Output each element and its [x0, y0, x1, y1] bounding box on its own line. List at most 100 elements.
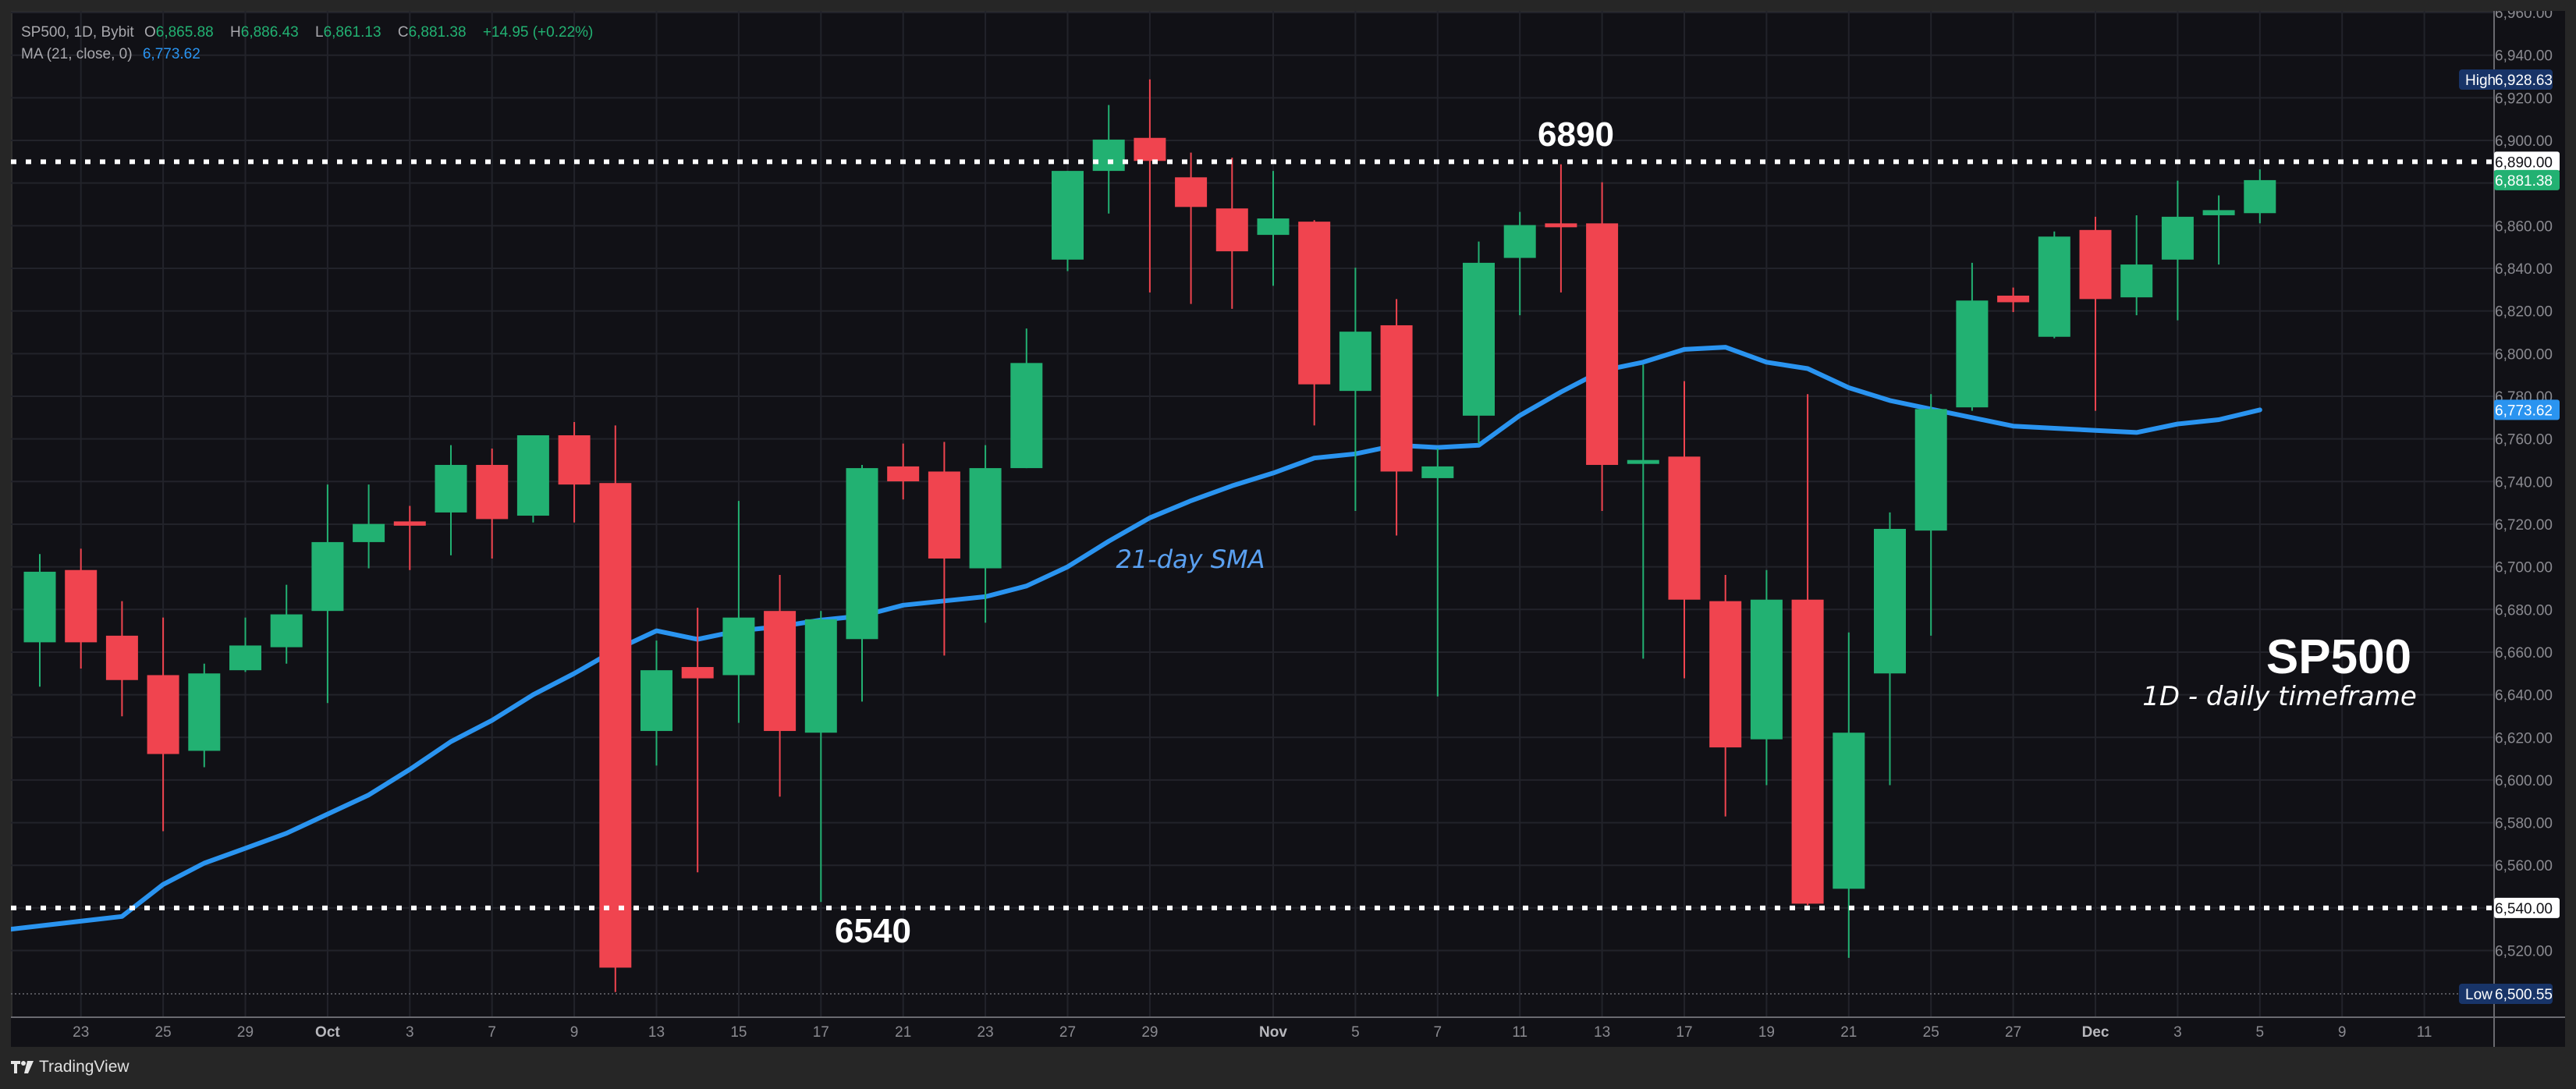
candle-up[interactable]	[1914, 394, 1947, 636]
time-axis[interactable]	[11, 1017, 2494, 1047]
candle-up[interactable]	[1092, 105, 1125, 214]
tradingview-brand[interactable]: TradingView	[11, 1058, 130, 1077]
candle-body	[188, 673, 221, 751]
candle-up[interactable]	[1503, 211, 1536, 316]
price-tick-label: 6,640.00	[2495, 688, 2553, 704]
last-price-badge[interactable]: 6,881.38	[2494, 169, 2560, 190]
time-tick-label: Dec	[2082, 1024, 2109, 1041]
candle-down[interactable]	[558, 422, 591, 523]
ma-label[interactable]: MA (21, close, 0)	[21, 46, 133, 62]
candle-down[interactable]	[1997, 287, 2030, 313]
candle-down[interactable]	[1791, 394, 1824, 906]
candle-up[interactable]	[1052, 171, 1084, 271]
candle-up[interactable]	[270, 584, 303, 664]
time-tick-label: 11	[2417, 1024, 2432, 1041]
candle-up[interactable]	[2038, 231, 2070, 339]
candle-body	[229, 645, 261, 671]
candle-down[interactable]	[599, 425, 632, 992]
ma-badge[interactable]: 6,773.62	[2494, 399, 2560, 420]
candle-body	[846, 468, 878, 640]
candle-body	[2202, 210, 2235, 215]
candle-up[interactable]	[1627, 364, 1659, 659]
candle-up[interactable]	[23, 554, 56, 687]
candle-body	[1175, 177, 1208, 208]
candle-up[interactable]	[1257, 171, 1290, 286]
candle-down[interactable]	[928, 442, 960, 656]
candle-down[interactable]	[147, 617, 179, 832]
candle-up[interactable]	[516, 435, 549, 523]
candle-up[interactable]	[435, 445, 467, 555]
level-badge-6540[interactable]: 6,540.00	[2494, 897, 2560, 918]
chart-legend: SP500, 1D, Bybit O6,865.88 H6,886.43 L6,…	[21, 22, 599, 66]
price-tick-label: 6,740.00	[2495, 474, 2553, 491]
candle-down[interactable]	[1175, 152, 1208, 304]
candle-down[interactable]	[2079, 216, 2112, 411]
candle-body	[1092, 139, 1125, 172]
candle-down[interactable]	[476, 448, 509, 559]
candle-up[interactable]	[1463, 241, 1495, 444]
candle-up[interactable]	[2244, 169, 2276, 224]
candle-up[interactable]	[1750, 569, 1783, 786]
candle-up[interactable]	[1339, 268, 1371, 512]
candle-up[interactable]	[311, 484, 344, 704]
ma-line[interactable]	[11, 345, 2262, 932]
candle-down[interactable]	[393, 505, 426, 570]
candle-down[interactable]	[681, 608, 714, 873]
sma-annotation: 21-day SMA	[1116, 544, 1265, 574]
candle-up[interactable]	[2161, 180, 2194, 321]
candle-down[interactable]	[1709, 575, 1742, 817]
symbol-label[interactable]: SP500, 1D, Bybit	[21, 24, 134, 41]
ma-row: MA (21, close, 0) 6,773.62	[21, 44, 599, 66]
candle-up[interactable]	[640, 640, 672, 766]
candle-up[interactable]	[1010, 328, 1043, 469]
candle-up[interactable]	[1833, 632, 1865, 958]
candle-down[interactable]	[65, 548, 98, 669]
candle-up[interactable]	[2120, 215, 2153, 316]
candle-body	[65, 569, 98, 643]
candle-up[interactable]	[188, 663, 221, 768]
candle-up[interactable]	[722, 501, 755, 723]
candle-down[interactable]	[1298, 220, 1331, 426]
candle-body	[516, 435, 549, 516]
time-tick-label: 25	[155, 1024, 172, 1041]
candle-down[interactable]	[1134, 79, 1166, 293]
time-tick-label: 21	[895, 1024, 911, 1041]
candle-down[interactable]	[1215, 158, 1248, 309]
candle-down[interactable]	[887, 443, 920, 500]
candle-down[interactable]	[1545, 164, 1577, 293]
price-tick-label: 6,920.00	[2495, 90, 2553, 107]
level-badge-6890-bg	[2494, 151, 2560, 172]
candle-up[interactable]	[969, 445, 1002, 623]
candle-up[interactable]	[1874, 512, 1906, 786]
time-tick-label: 29	[1141, 1024, 1158, 1041]
candle-body	[476, 464, 509, 520]
candle-down[interactable]	[1668, 381, 1701, 679]
candle-up[interactable]	[1956, 262, 1989, 411]
candle-body	[1339, 332, 1371, 392]
candle-down[interactable]	[764, 575, 797, 797]
time-tick-label: 15	[730, 1024, 747, 1041]
candle-up[interactable]	[1421, 448, 1454, 697]
candle-down[interactable]	[1380, 299, 1413, 536]
high-label: H	[230, 24, 241, 41]
price-tick-label: 6,900.00	[2495, 133, 2553, 150]
candle-up[interactable]	[353, 484, 385, 569]
candle-up[interactable]	[2202, 195, 2235, 265]
low-badge[interactable]: Low 6,500.55	[2459, 984, 2553, 1004]
level-badge-6890[interactable]: 6,890.00	[2494, 151, 2560, 172]
time-tick-label: 17	[1676, 1024, 1692, 1041]
candle-up[interactable]	[804, 611, 837, 903]
time-tick-label: 25	[1923, 1024, 1939, 1041]
candle-up[interactable]	[846, 464, 878, 702]
candle-body	[1052, 171, 1084, 260]
time-tick-label: 23	[978, 1024, 994, 1041]
candle-down[interactable]	[1586, 182, 1619, 512]
time-tick-label: 21	[1840, 1024, 1857, 1041]
candle-up[interactable]	[229, 617, 261, 672]
time-tick-label: 7	[1434, 1024, 1442, 1041]
candle-body	[1914, 409, 1947, 531]
candle-down[interactable]	[105, 601, 138, 717]
price-tick-label: 6,860.00	[2495, 218, 2553, 235]
